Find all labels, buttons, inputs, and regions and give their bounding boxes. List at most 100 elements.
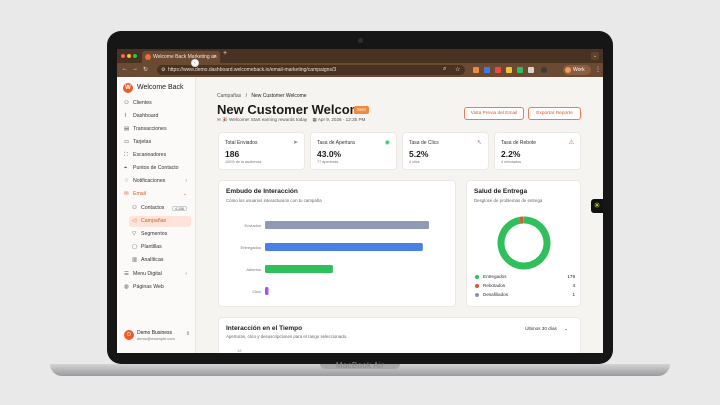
- laptop-brand: MacBook Air: [335, 361, 385, 370]
- sidebar-item-analiticas[interactable]: ▥ Analíticas: [129, 255, 191, 266]
- stat-card-open-rate: Tasa de Apertura ◉ 43.0% 77 aperturas: [310, 132, 397, 170]
- close-tab-icon[interactable]: ✕: [212, 54, 217, 60]
- stat-sub: 100% de la audiencia: [225, 160, 262, 164]
- count-badge: 4,156: [172, 206, 187, 211]
- address-bar[interactable]: ⚙ https://www.demo.dashboard.welcomeback…: [157, 65, 465, 75]
- stat-label: Tasa de Apertura: [317, 140, 355, 146]
- reload-icon[interactable]: ↻: [143, 67, 149, 73]
- minimize-window-button[interactable]: [127, 54, 131, 58]
- scan-icon: ⛶: [124, 152, 128, 158]
- chevron-right-icon: ›: [185, 271, 187, 277]
- browser-menu-icon[interactable]: ⋮: [595, 67, 601, 73]
- favicon-icon: [145, 54, 151, 60]
- sidebar-item-label: Analíticas: [141, 257, 164, 263]
- sidebar-item-label: Dashboard: [133, 113, 159, 119]
- user-menu[interactable]: D Demo Business demo@example.com ⇕: [121, 326, 193, 346]
- assistant-widget-icon[interactable]: ✳: [591, 199, 603, 213]
- sidebar-item-label: Escaneadores: [133, 152, 167, 158]
- stat-sub: 77 aperturas: [317, 160, 339, 164]
- stat-value: 186: [225, 149, 240, 159]
- megaphone-icon: ◁: [132, 218, 137, 224]
- category-label: Entregados: [241, 245, 261, 250]
- user-name: Demo Business: [137, 330, 173, 336]
- site-info-icon[interactable]: ⚙: [161, 67, 166, 73]
- card-subtitle: Desglose de problemas de entrega: [474, 198, 543, 203]
- sidebar-item-notificaciones[interactable]: ♢ Notificaciones ›: [121, 176, 191, 187]
- new-tab-button[interactable]: +: [223, 50, 228, 57]
- collapse-sidebar-button[interactable]: ‹: [191, 59, 199, 67]
- mail-icon: ✉: [217, 117, 223, 122]
- status-badge: Sent: [354, 106, 369, 114]
- sidebar-item-puntos-de-contacto[interactable]: ⌖ Puntos de Contacto: [121, 163, 191, 174]
- contacts-icon: ⚇: [132, 205, 137, 211]
- chevron-updown-icon: ⇕: [185, 331, 190, 337]
- browser-toolbar: ← → ↻ ⚙ https://www.demo.dashboard.welco…: [117, 63, 603, 77]
- export-report-button[interactable]: Exportar Reporte: [528, 107, 581, 120]
- zoom-icon[interactable]: ⌕: [443, 66, 447, 72]
- extension-icon[interactable]: [506, 67, 512, 73]
- extensions-puzzle-icon[interactable]: [528, 67, 534, 73]
- extension-icon[interactable]: [495, 67, 501, 73]
- y-tick-label: 12: [237, 348, 242, 353]
- extension-icon[interactable]: [517, 67, 523, 73]
- timeline-card: Interacción en el Tiempo Aperturas, clic…: [218, 317, 581, 353]
- breadcrumb-separator: /: [245, 93, 247, 99]
- avatar: [565, 67, 571, 73]
- sidebar-item-clientes[interactable]: ⚇ Clientes: [121, 98, 191, 109]
- close-window-button[interactable]: [121, 54, 125, 58]
- sidebar-item-plantillas[interactable]: ▢ Plantillas: [129, 242, 191, 253]
- extension-icon[interactable]: [473, 67, 479, 73]
- sidebar-item-dashboard[interactable]: ⌇ Dashboard: [121, 111, 191, 122]
- sidebar-item-menu-digital[interactable]: ☰ Menu Digital ›: [121, 269, 191, 280]
- sidebar-item-escaneadores[interactable]: ⛶ Escaneadores: [121, 150, 191, 161]
- category-label: Clics: [252, 289, 261, 294]
- campaign-meta: ✉ 🎉 Welcome! Start earning rewards today…: [217, 117, 365, 123]
- avatar: D: [124, 330, 134, 340]
- period-select[interactable]: Últimos 30 días ⌄: [525, 326, 568, 332]
- sidebar-item-email[interactable]: ✉ Email ⌄: [121, 189, 191, 200]
- maximize-window-button[interactable]: [133, 54, 137, 58]
- sidebar-item-label: Plantillas: [141, 244, 162, 250]
- preview-email-button[interactable]: Vista Previa del Email: [464, 107, 524, 120]
- sidebar-item-contactos[interactable]: ⚇ Contactos 4,156: [129, 203, 191, 214]
- app-title: Welcome Back: [137, 84, 184, 91]
- card-title: Interacción en el Tiempo: [226, 325, 303, 332]
- sidebar-item-label: Notificaciones: [133, 178, 166, 184]
- sidebar-item-label: Email: [133, 191, 146, 197]
- legend-value: 1: [572, 292, 575, 297]
- template-icon: ▢: [132, 244, 138, 250]
- breadcrumb-link[interactable]: Campañas: [217, 93, 242, 99]
- legend-value: 179: [567, 274, 575, 279]
- stat-value: 43.0%: [317, 149, 342, 159]
- sidebar-item-campanas[interactable]: ◁ Campañas: [129, 216, 191, 227]
- page-title: New Customer Welcome: [217, 102, 369, 117]
- stat-label: Tasa de Rebote: [501, 140, 537, 146]
- receipt-icon: ▤: [124, 126, 130, 132]
- tab-search-icon[interactable]: ⌄: [591, 52, 599, 60]
- sidebar-item-paginas-web[interactable]: ◍ Páginas Web: [121, 282, 191, 293]
- forward-icon[interactable]: →: [132, 66, 138, 72]
- bookmark-star-icon[interactable]: ☆: [455, 67, 461, 73]
- sidebar-item-transacciones[interactable]: ▤ Transacciones: [121, 124, 191, 135]
- send-icon: ➤: [292, 140, 298, 146]
- breadcrumb: Campañas / New Customer Welcome: [217, 93, 307, 99]
- extension-icon[interactable]: [484, 67, 490, 73]
- browser-tab[interactable]: Welcome Back Marketing an ✕: [142, 51, 220, 63]
- back-icon[interactable]: ←: [122, 66, 128, 72]
- legend-value: 4: [572, 283, 575, 288]
- legend-dot: [475, 275, 479, 279]
- legend-label: Desafiliados: [483, 292, 509, 297]
- legend-label: Entregados: [483, 274, 507, 279]
- profile-label: Work: [573, 67, 585, 73]
- category-label: Enviados: [245, 223, 261, 228]
- chart-icon: ⌇: [124, 113, 127, 119]
- eye-icon: ◉: [384, 140, 390, 146]
- stat-card-bounce-rate: Tasa de Rebote ⚠ 2.2% 4 rebotados: [494, 132, 581, 170]
- sidebar-toggle-icon[interactable]: [541, 67, 547, 73]
- profile-chip[interactable]: Work: [563, 65, 591, 75]
- users-icon: ⚇: [124, 100, 129, 106]
- card-title: Salud de Entrega: [474, 188, 528, 195]
- laptop-notch: [320, 364, 400, 369]
- sidebar-item-tarjetas[interactable]: ▭ Tarjetas: [121, 137, 191, 148]
- sidebar-item-segmentos[interactable]: ▽ Segmentos: [129, 229, 191, 240]
